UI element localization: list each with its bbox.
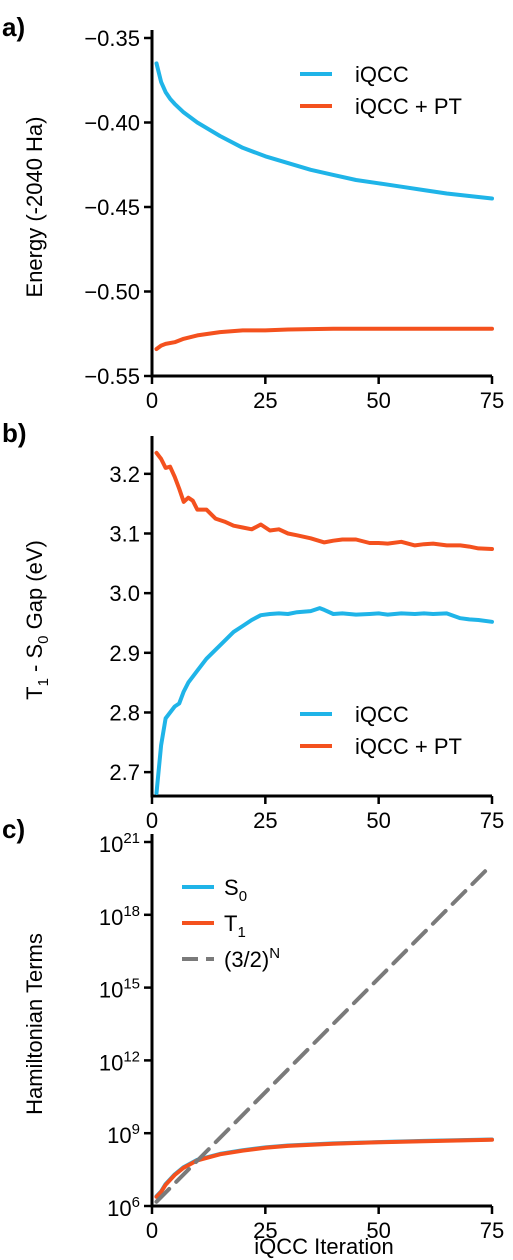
x-tick-label: 25: [253, 388, 277, 413]
series-line-2: [154, 862, 494, 1204]
y-tick-label: 1015: [99, 976, 140, 1003]
legend: S0 T1 (3/2)N: [182, 875, 280, 972]
legend-label: iQCC: [355, 702, 409, 727]
legend-label: (3/2)N: [224, 945, 280, 972]
y-tick-label: 2.7: [109, 760, 140, 785]
y-tick-label: 1021: [99, 830, 140, 857]
x-tick-label: 25: [253, 1218, 277, 1243]
y-tick-label: 2.9: [109, 641, 140, 666]
series-line-0: [154, 1137, 494, 1199]
series-line-1: [154, 450, 494, 551]
x-tick-label: 75: [480, 808, 504, 833]
y-tick-label: 106: [107, 1194, 140, 1221]
x-tick-label: 75: [480, 388, 504, 413]
y-tick-label: 1012: [99, 1048, 140, 1075]
legend-label: T1: [224, 911, 246, 941]
series-line-1: [154, 1137, 494, 1199]
axes: [150, 834, 492, 1208]
legend: iQCC iQCC + PT: [300, 702, 462, 759]
axes: [150, 30, 492, 378]
legend-label: iQCC + PT: [355, 734, 462, 759]
panel-b: b) 0 25 50 75 2.7 2.8 2.9 3.0 3.1 3.2 T1 - S0 Gap (…: [2, 418, 504, 833]
x-tick-label: 50: [366, 808, 390, 833]
y-tick-label: 1018: [99, 903, 140, 930]
y-tick-label: −0.50: [84, 280, 140, 305]
y-tick-label: 109: [107, 1121, 140, 1148]
y-axis-label: T1 - S0 Gap (eV): [22, 540, 52, 700]
x-tick-label: 0: [146, 388, 158, 413]
x-axis-label: iQCC Iteration: [254, 1234, 393, 1259]
y-tick-label: 2.8: [109, 700, 140, 725]
panel-a: a) 0 25 50 75 −0.55 −0.50 −0.45 −0.40 −0.35 Energy…: [2, 12, 504, 413]
x-tick-label: 0: [146, 1218, 158, 1243]
y-axis-label: Energy (-2040 Ha): [22, 117, 47, 298]
series-line-0: [154, 61, 494, 201]
y-tick-label: −0.45: [84, 195, 140, 220]
y-tick-label: −0.40: [84, 111, 140, 136]
x-tick-label: 50: [366, 388, 390, 413]
legend-label: iQCC + PT: [355, 94, 462, 119]
x-tick-label: 75: [480, 1218, 504, 1243]
y-axis-label: Hamiltonian Terms: [22, 933, 47, 1115]
legend: iQCC iQCC + PT: [300, 62, 462, 119]
panel-c: c) 0 25 50 75 106 109 1012 1015 1018 1021 Hamiltoni…: [2, 814, 504, 1259]
x-tick-label: 25: [253, 808, 277, 833]
y-tick-label: 3.2: [109, 462, 140, 487]
x-tick-label: 0: [146, 808, 158, 833]
panel-label: c): [2, 814, 25, 844]
x-tick-label: 50: [366, 1218, 390, 1243]
y-tick-label: −0.35: [84, 26, 140, 51]
series-line-1: [154, 326, 494, 351]
panel-label: a): [2, 12, 25, 42]
legend-label: S0: [224, 875, 247, 905]
panel-label: b): [2, 418, 27, 448]
y-tick-label: 3.1: [109, 521, 140, 546]
legend-label: iQCC: [355, 62, 409, 87]
y-tick-label: 3.0: [109, 581, 140, 606]
y-tick-label: −0.55: [84, 364, 140, 389]
series-line-0: [154, 606, 494, 795]
